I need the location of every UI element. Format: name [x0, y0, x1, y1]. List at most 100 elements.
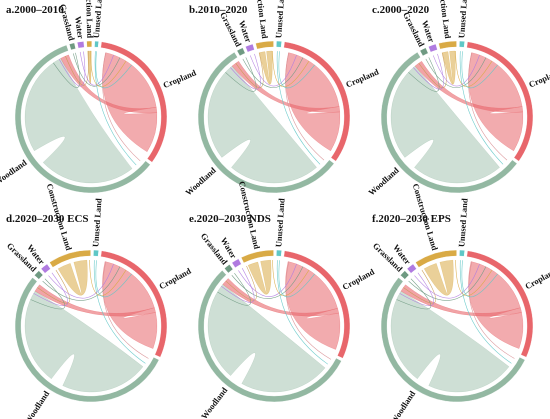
group-arc-construction-land: [86, 40, 93, 48]
panel-a: a.2000–2010 Cropland Woodland Grassland Wat…: [0, 0, 198, 209]
chord-diagram: CroplandWoodlandGrasslandWaterConstructi…: [366, 0, 550, 198]
chord-woodland-construction: [225, 265, 257, 301]
ribbon-layer: [24, 50, 158, 184]
ribbon-cropland-woodland: [34, 284, 156, 317]
group-label-woodland: Woodland: [183, 165, 218, 198]
chord-woodland-grassland: [408, 57, 440, 92]
ribbon-cropland-woodland: [231, 61, 340, 113]
ribbon-layer: [390, 50, 524, 184]
chord-cropland-construction: [90, 50, 127, 87]
chord-cropland-grassland: [231, 266, 304, 299]
group-label-water: Water: [73, 15, 86, 39]
group-arc-cropland: [100, 250, 168, 358]
chord-diagram: CroplandWoodlandGrasslandWaterConstructi…: [183, 0, 380, 198]
group-arc-grassland: [34, 270, 44, 280]
chord-woodland-water: [399, 272, 435, 307]
chord-woodland-unused: [459, 260, 512, 364]
chord-cropland-grassland: [408, 266, 487, 301]
chord-cropland-water: [414, 263, 480, 299]
group-label-unused-land: Unused Land: [273, 198, 286, 248]
chord-cropland-water: [432, 54, 480, 87]
chord-woodland-water: [230, 53, 261, 90]
chord-cropland-construction: [455, 51, 493, 88]
panel-b: b.2010–2020 Cropland Woodland Grassland Wat…: [183, 0, 380, 209]
group-arc-unused-land: [459, 249, 465, 257]
group-arc-woodland: [14, 277, 160, 403]
chord-cropland-water: [79, 51, 114, 86]
group-label-woodland: Woodland: [366, 165, 401, 198]
panel-d: d.2020–2030 ECS Cropland Woodland Grasslan…: [0, 182, 193, 419]
ribbon-layer: [24, 259, 158, 393]
group-arc-unused-land: [94, 40, 99, 48]
chord-woodland-water: [33, 272, 69, 307]
chord-cropland-grassland: [242, 57, 304, 88]
arc-layer: [14, 249, 168, 403]
group-arc-construction-land: [240, 249, 274, 264]
chord-cropland-unused: [461, 260, 498, 298]
ribbon-cropland-self: [285, 261, 341, 350]
chord-cropland-grassland: [42, 266, 121, 301]
group-label-construction-land: Construction Land: [252, 0, 271, 39]
chord-woodland-grassland: [396, 278, 432, 310]
chord-diagram: CroplandWoodlandGrasslandWaterConstructi…: [0, 0, 198, 194]
group-arc-unused-land: [93, 249, 99, 257]
arc-layer: [14, 40, 168, 194]
group-label-cropland: Cropland: [527, 66, 550, 89]
chord-woodland-grassland: [53, 52, 81, 88]
group-arc-water: [406, 263, 417, 274]
group-arc-cropland: [283, 250, 351, 359]
ribbon-layer: [207, 259, 341, 393]
ribbon-woodland-self: [24, 58, 133, 184]
group-arc-water: [428, 43, 438, 53]
group-label-unused-land: Unused Land: [91, 0, 105, 39]
group-arc-cropland: [466, 250, 534, 358]
ribbon-layer: [207, 50, 341, 184]
group-label-construction-land: Construction Land: [435, 0, 454, 39]
group-arc-grassland: [224, 264, 234, 274]
arc-layer: [380, 249, 534, 403]
panel-e: e.2020–2030 NDS Cropland Woodland Grasslan…: [183, 180, 376, 419]
ribbon-woodland-self: [390, 290, 510, 393]
chord-woodland-unused: [459, 51, 504, 165]
chord-diagram: CroplandWoodlandGrasslandWaterConstructi…: [197, 180, 376, 419]
ribbon-cropland-woodland: [414, 61, 523, 113]
group-arc-construction-land: [49, 249, 91, 268]
arc-layer: [197, 249, 351, 403]
ribbon-woodland-self: [207, 284, 326, 393]
group-arc-construction-land: [255, 40, 274, 50]
chord-woodland-cropland: [102, 52, 141, 162]
chord-woodland-unused: [276, 260, 329, 365]
chord-cropland-water: [249, 54, 297, 87]
chord-cropland-construction: [272, 260, 310, 297]
panel-title: e.2020–2030 NDS: [189, 213, 271, 225]
group-label-woodland: Woodland: [388, 389, 417, 419]
chord-woodland-water: [413, 53, 444, 90]
chord-cropland-unused: [278, 260, 315, 298]
group-arc-woodland: [14, 44, 151, 194]
chord-cropland-construction: [272, 51, 310, 88]
chord-diagram: CroplandWoodlandGrasslandWaterConstructi…: [5, 182, 193, 419]
panel-title: d.2020–2030 ECS: [6, 213, 89, 225]
chord-cropland-unused: [461, 51, 498, 89]
group-label-construction-land: Construction Land: [84, 0, 96, 38]
ribbon-cropland-self: [102, 261, 158, 349]
ribbon-construction-self: [57, 259, 88, 296]
group-arc-cropland: [100, 41, 168, 163]
group-arc-water: [245, 43, 255, 53]
group-arc-woodland: [197, 51, 335, 194]
chord-woodland-grassland: [30, 278, 66, 310]
chord-woodland-cropland: [468, 261, 515, 359]
chord-woodland-construction: [37, 269, 71, 304]
arc-layer: [197, 40, 351, 194]
group-label-unused-land: Unused Land: [456, 198, 469, 248]
chord-woodland-grassland: [225, 57, 257, 92]
panel-title: b.2010–2020: [189, 4, 248, 16]
chord-cropland-unused: [95, 260, 132, 298]
ribbon-construction-self: [247, 259, 272, 295]
chord-woodland-construction: [403, 269, 437, 304]
panel-f: f.2020–2030 EPS Cropland Woodland Grasslan…: [366, 182, 550, 419]
group-arc-construction-land: [415, 249, 457, 268]
group-arc-grassland: [69, 42, 76, 51]
group-arc-water: [40, 263, 51, 274]
group-label-unused-land: Unused Land: [456, 0, 469, 38]
